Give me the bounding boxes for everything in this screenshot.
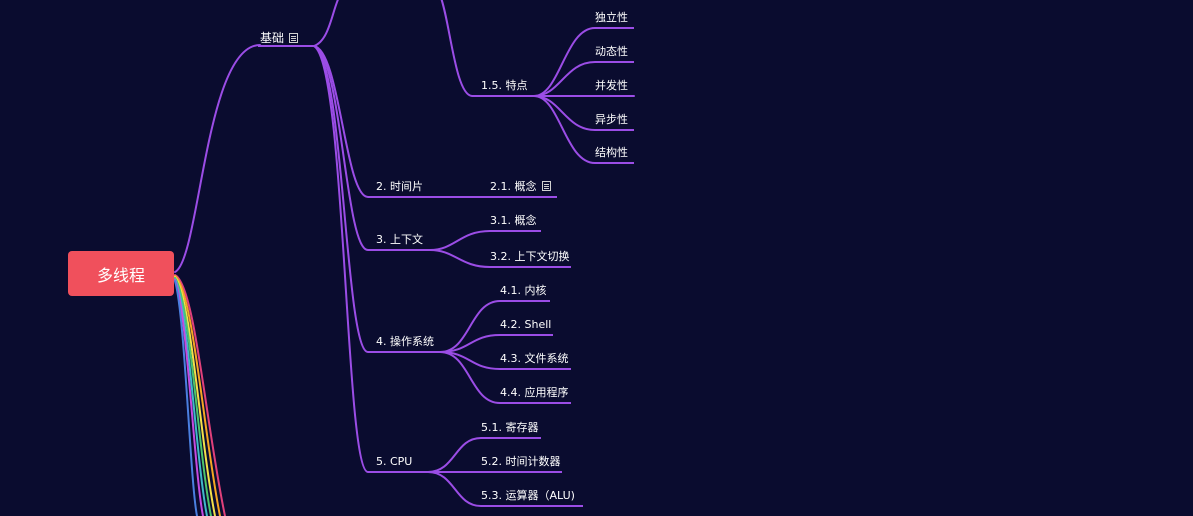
node-cpu-item[interactable]: 5.1. 寄存器 xyxy=(481,421,539,435)
root-label: 多线程 xyxy=(96,265,145,285)
edge-to-features xyxy=(440,0,473,97)
edge-root-branch-yellow xyxy=(174,276,216,516)
edge-root-branch-pink xyxy=(174,274,226,516)
node-basics-label: 基础 xyxy=(260,31,285,45)
node-features-label: 1.5. 特点 xyxy=(481,79,528,92)
node-feature-item-label: 独立性 xyxy=(595,11,628,24)
edge-cpu-1 xyxy=(427,437,482,473)
node-cpu-item[interactable]: 5.3. 运算器（ALU) xyxy=(481,489,575,503)
node-basics[interactable]: 基础 xyxy=(260,31,299,45)
edge-f1 xyxy=(533,27,596,97)
node-cpu-item[interactable]: 5.2. 时间计数器 xyxy=(481,455,561,469)
edge-os-4 xyxy=(439,351,501,404)
node-os-item[interactable]: 4.1. 内核 xyxy=(500,284,547,298)
node-features[interactable]: 1.5. 特点 xyxy=(481,79,528,93)
node-timeslice-concept[interactable]: 2.1. 概念 xyxy=(490,180,551,194)
node-feature-item[interactable]: 独立性 xyxy=(595,11,628,25)
node-os-item-label: 4.3. 文件系统 xyxy=(500,352,569,365)
node-os-item-label: 4.1. 内核 xyxy=(500,284,547,297)
root-node[interactable]: 多线程 xyxy=(68,251,174,296)
edge-basics-up xyxy=(313,0,339,47)
node-cpu[interactable]: 5. CPU xyxy=(376,455,412,469)
node-context-item[interactable]: 3.1. 概念 xyxy=(490,214,537,228)
node-os-item-label: 4.2. Shell xyxy=(500,318,552,331)
node-cpu-item-label: 5.2. 时间计数器 xyxy=(481,455,561,468)
node-feature-item[interactable]: 结构性 xyxy=(595,146,628,160)
node-cpu-item-label: 5.3. 运算器（ALU) xyxy=(481,489,575,502)
edge-f5 xyxy=(533,95,596,164)
node-context-item[interactable]: 3.2. 上下文切换 xyxy=(490,250,570,264)
node-feature-item-label: 异步性 xyxy=(595,113,628,126)
node-feature-item[interactable]: 异步性 xyxy=(595,113,628,127)
edge-os-1 xyxy=(439,300,501,353)
node-feature-item[interactable]: 动态性 xyxy=(595,45,628,59)
edge-basics-timeslice xyxy=(313,45,369,198)
node-context-item-label: 3.1. 概念 xyxy=(490,214,537,227)
note-icon[interactable] xyxy=(289,33,299,43)
node-context-label: 3. 上下文 xyxy=(376,233,423,246)
node-feature-item-label: 动态性 xyxy=(595,45,628,58)
node-cpu-item-label: 5.1. 寄存器 xyxy=(481,421,539,434)
note-icon[interactable] xyxy=(541,181,551,191)
node-cpu-label: 5. CPU xyxy=(376,455,413,468)
edge-basics-cpu xyxy=(313,45,369,473)
edge-root-branch-violet xyxy=(174,279,204,516)
node-os-label: 4. 操作系统 xyxy=(376,335,434,348)
node-os-item[interactable]: 4.2. Shell xyxy=(500,318,551,332)
node-feature-item-label: 并发性 xyxy=(595,79,628,92)
node-timeslice-label: 2. 时间片 xyxy=(376,180,423,193)
node-timeslice-concept-label: 2.1. 概念 xyxy=(490,180,537,193)
edge-f2 xyxy=(533,61,596,97)
node-context-item-label: 3.2. 上下文切换 xyxy=(490,250,570,263)
edge-ctx-2 xyxy=(429,249,491,268)
node-os-item[interactable]: 4.4. 应用程序 xyxy=(500,386,569,400)
edge-root-basics xyxy=(174,44,261,273)
node-os-item-label: 4.4. 应用程序 xyxy=(500,386,569,399)
edge-ctx-1 xyxy=(429,230,491,251)
edge-basics-os xyxy=(313,45,369,353)
node-feature-item[interactable]: 并发性 xyxy=(595,79,628,93)
node-context[interactable]: 3. 上下文 xyxy=(376,233,423,247)
edge-root-branch-green xyxy=(174,277,212,516)
edge-f4 xyxy=(533,95,596,131)
edge-root-branch-blue xyxy=(174,280,198,516)
edge-root-branch-orange xyxy=(174,275,221,516)
node-os[interactable]: 4. 操作系统 xyxy=(376,335,434,349)
node-timeslice[interactable]: 2. 时间片 xyxy=(376,180,423,194)
edge-cpu-3 xyxy=(427,471,482,507)
edge-basics-context xyxy=(313,45,369,251)
node-os-item[interactable]: 4.3. 文件系统 xyxy=(500,352,569,366)
node-feature-item-label: 结构性 xyxy=(595,146,628,159)
